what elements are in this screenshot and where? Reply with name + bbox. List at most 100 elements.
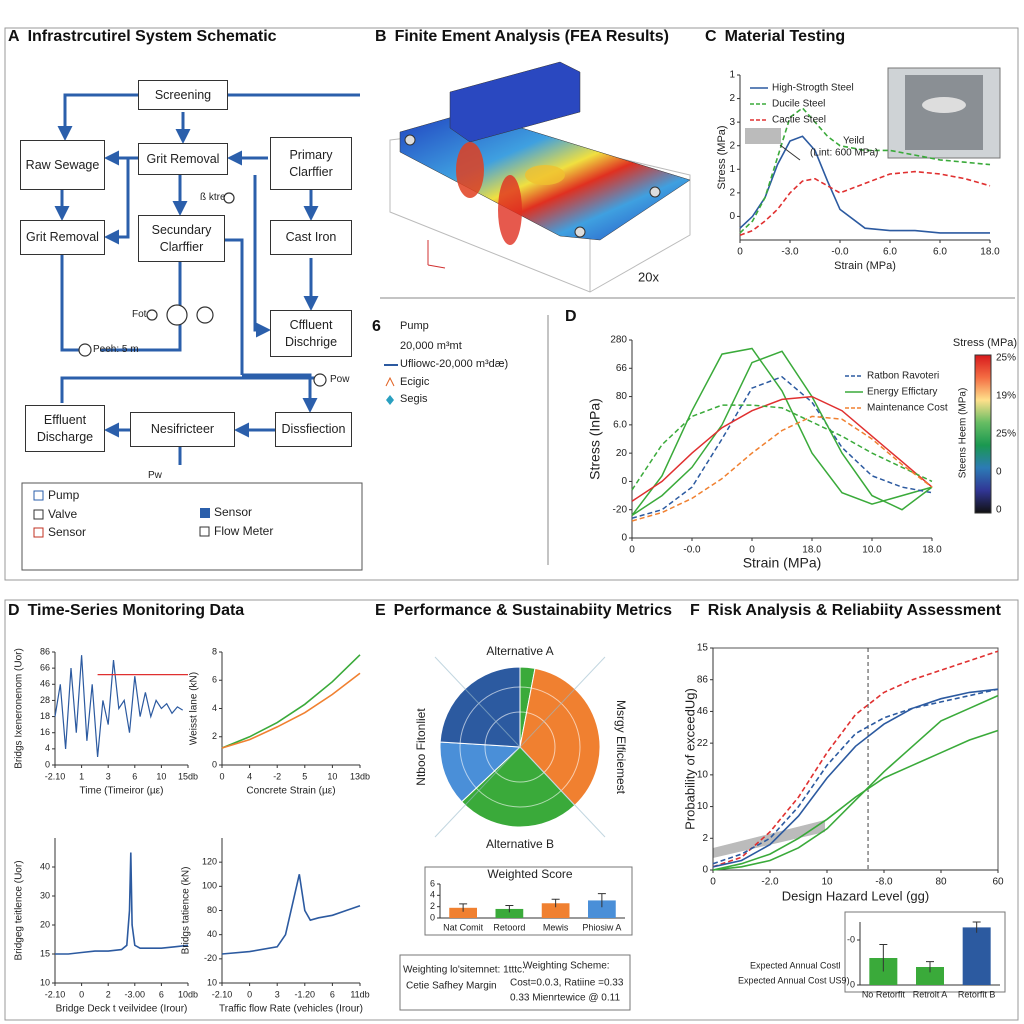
pie-annotation: Alternative B [486,837,554,851]
legend-label: Ratbon Ravoteri [867,371,939,382]
x-tick-label: 4 [247,771,252,781]
error-bar [926,961,934,973]
y-tick-label: 6.0 [613,419,627,430]
x-tick-label: 10db [178,989,198,999]
schematic-note: Pow [330,374,350,385]
x-tick-label: 0 [629,545,635,556]
process-node: Dissfiection [275,412,352,447]
heading-title: Performance & Sustainabiity Metrics [393,602,672,619]
panel-heading: D [565,308,577,326]
y-tick-label: 2 [729,93,735,104]
axis [712,648,998,871]
legend-label: Flow Meter [214,524,274,538]
pump-icon [33,490,44,501]
cost-box [844,911,1006,993]
error-bar [505,905,514,913]
process-node: Cffluent Dischrige [270,310,352,357]
x-tick-label: -2.10 [45,771,66,781]
y-axis-label: Bridgs Ixeneronenom (Uor) [14,648,25,769]
bolt-hole [649,186,661,198]
legend-label: Pump [48,488,80,502]
sensor-icon [200,508,210,518]
gauge [223,192,235,204]
y-tick-label: 10 [697,769,709,780]
x-tick-label: No Retorfit [862,989,906,999]
y-tick-label: 40 [40,861,50,871]
y-tick-label: 280 [610,335,627,346]
y-tick-label: 0 [621,533,627,544]
x-tick-label: -3.0 [781,247,799,258]
legend-label: Ducile Steel [772,99,825,110]
line-series [712,694,999,871]
bar [962,927,991,985]
annotation: Expected Annual Cost US9) [738,975,850,985]
x-axis-label: Strain (MPa) [743,555,822,571]
x-tick-label: 0 [219,771,224,781]
top-frame [4,27,1019,581]
pie-annotation: Ntboo Fitonliet [414,708,428,786]
x-tick-label: Retorfit B [958,989,996,999]
line-series [631,347,933,516]
panel-heading: B Finite Ement Analysis (FEA Results) [375,28,669,46]
colorbar [974,354,992,514]
x-tick-label: -0.0 [683,545,701,556]
heading-label: D [8,602,20,619]
x-tick-label: 3 [275,989,280,999]
legend-label: High-Strogth Steel [772,83,854,94]
y-tick-label: 18 [40,711,50,721]
y-tick-label: 4 [45,743,50,753]
schematic-note: ß ktre [200,192,226,203]
y-tick-label: 66 [40,663,50,673]
x-tick-label: -2.0 [761,877,779,888]
y-tick-label: 40 [207,929,217,939]
schematic-note: Fot [132,309,147,320]
process-node: Screening [138,80,228,110]
y-tick-label: 28 [40,695,50,705]
legend-box [21,482,363,571]
pie-slice [439,741,522,803]
x-tick-label: Retoord [493,922,525,932]
line-series [631,375,933,519]
panel-heading: A Infrastrcutirel System Schematic [8,28,277,46]
legend-label: Energy Effictary [867,387,937,398]
heading-title: Risk Analysis & Reliabiity Assessment [707,602,1001,619]
legend-label: Cactie Steel [772,115,826,126]
x-axis-label: Concrete Strain (µε) [246,786,335,797]
process-node: Nesifricteer [130,412,235,447]
x-tick-label: 0 [710,877,716,888]
y-tick-label: 0 [212,759,217,769]
x-tick-label: 10.0 [862,545,882,556]
colorbar-label: 0 [996,505,1002,516]
x-tick-label: 6.0 [883,247,897,258]
flow-line [60,255,80,352]
annotation: Expected Annual Costl [750,960,841,970]
pie-ring [484,711,556,783]
x-tick-label: Mewis [543,922,569,932]
x-tick-label: 18.0 [980,247,1000,258]
line-series [631,415,933,522]
y-tick-label: 2 [729,140,735,151]
y-tick-label: 30 [40,890,50,900]
x-tick-label: -1.20 [295,989,316,999]
gauge [146,309,158,321]
schematic-note: Pw [148,470,162,481]
fea-model [389,61,691,293]
flow-line [57,93,138,141]
heading-label: D [565,308,577,325]
y-tick-label: 3 [729,117,735,128]
y-tick-label: 20 [40,919,50,929]
x-axis-label: Design Hazard Level (gg) [782,888,929,903]
gauges [78,192,327,387]
line-series [712,729,999,871]
y-tick-label: 1 [729,70,735,81]
line-series [221,654,361,749]
gauge [196,306,214,324]
line-series [739,170,991,237]
heading-title: Time-Series Monitoring Data [27,602,245,619]
flow-line [253,175,271,338]
y-tick-label: 1 [729,164,735,175]
flow-line [225,238,244,375]
pie-annotation: Msrgy Elficiemest [614,700,628,795]
pie-annotation: Alternative A [486,644,553,658]
score-box [424,866,633,936]
